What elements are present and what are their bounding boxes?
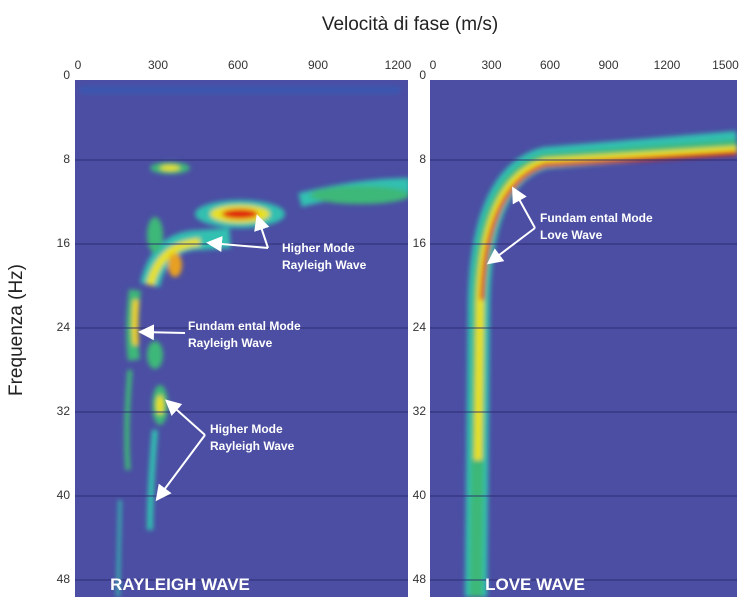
arrow (512, 186, 536, 229)
arrow (138, 324, 186, 341)
annotation: Higher Mode (282, 241, 355, 255)
title: Velocità di fase (m/s) (322, 14, 498, 35)
x-tick-label: 0 (430, 58, 437, 72)
annotation: Rayleigh Wave (210, 439, 295, 453)
panel-label: LOVE WAVE (485, 575, 585, 594)
x-tick-label: 1200 (654, 58, 681, 72)
arrow (165, 399, 206, 436)
ticks: 0 300 600 900 1200 0 8 16 24 32 40 48 0 300 600 900 1200… (57, 58, 740, 586)
x-tick-label: 300 (481, 58, 501, 72)
y-tick-label: 24 (57, 320, 71, 334)
annotations: RAYLEIGH WAVE Higher Mode Rayleigh Wave Fun… (110, 211, 653, 594)
x-tick-label: 1200 (385, 58, 412, 72)
y-tick-label: 16 (413, 236, 427, 250)
x-tick-label: 600 (228, 58, 248, 72)
annotation: Fundam ental Mode (188, 319, 301, 333)
x-tick-label: 300 (148, 58, 168, 72)
x-tick-label: 900 (308, 58, 328, 72)
y-tick-label: 48 (57, 572, 71, 586)
panel-label: RAYLEIGH WAVE (110, 575, 250, 594)
y-tick-label: 8 (63, 152, 70, 166)
y-tick-label: 8 (419, 152, 426, 166)
y-tick-label: 16 (57, 236, 71, 250)
annotation: Rayleigh Wave (188, 336, 273, 350)
annotation: Fundam ental Mode (540, 211, 653, 225)
annotation: Love Wave (540, 228, 603, 242)
x-tick-label: 0 (75, 58, 82, 72)
x-tick-label: 600 (540, 58, 560, 72)
y-tick-label: 40 (57, 488, 71, 502)
arrow (155, 434, 206, 502)
arrow (486, 227, 536, 265)
y-label: Frequenza (Hz) (6, 264, 27, 396)
y-tick-label: 24 (413, 320, 427, 334)
x-tick-label: 1500 (712, 58, 739, 72)
y-tick-label: 32 (57, 404, 71, 418)
love-panel (430, 80, 737, 597)
y-tick-label: 48 (413, 572, 427, 586)
y-tick-label: 40 (413, 488, 427, 502)
y-tick-label: 0 (419, 68, 426, 82)
y-tick-label: 0 (63, 68, 70, 82)
arrow (206, 236, 269, 253)
y-tick-label: 32 (413, 404, 427, 418)
annotation: Higher Mode (210, 422, 283, 436)
annotation: Rayleigh Wave (282, 258, 367, 272)
x-tick-label: 900 (598, 58, 618, 72)
arrow (254, 214, 270, 249)
